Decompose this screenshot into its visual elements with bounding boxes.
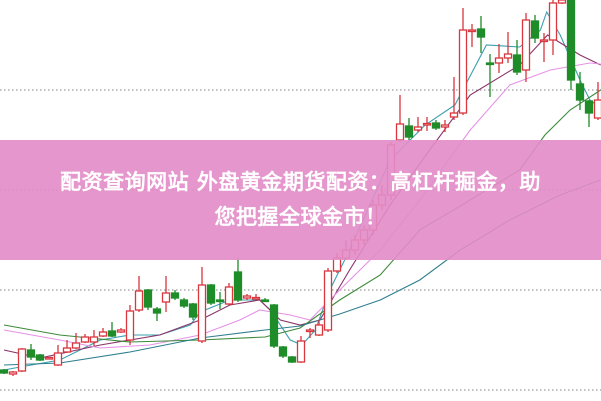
candle-up: [557, 0, 567, 4]
candle-down: [152, 308, 162, 314]
candle-down: [107, 330, 117, 337]
banner-title-line-1: 配资查询网站 外盘黄金期货配资：高杠杆掘金，助: [60, 170, 541, 194]
candle-up: [17, 348, 27, 372]
candle-down: [215, 299, 225, 303]
title-banner: 配资查询网站 外盘黄金期货配资：高杠杆掘金，助 您把握全球金市！: [0, 140, 601, 260]
moving-average-line: [3, 62, 601, 349]
candle-down: [476, 28, 486, 38]
candle-down: [269, 304, 279, 347]
candle-down: [287, 356, 297, 363]
candle-up: [80, 336, 90, 343]
candle-up: [521, 19, 531, 71]
candle-down: [512, 54, 522, 73]
candle-up: [314, 324, 324, 336]
candle-down: [170, 292, 180, 299]
candle-up: [503, 53, 513, 59]
candle-up: [224, 286, 234, 305]
candle-down: [530, 20, 540, 39]
candle-up: [197, 284, 207, 342]
candle-down: [206, 284, 216, 304]
candle-up: [125, 310, 135, 341]
candle-up: [116, 329, 126, 333]
candle-down: [404, 125, 414, 138]
candle-up: [134, 290, 144, 311]
candle-up: [8, 371, 18, 375]
candle-down: [143, 289, 153, 308]
candle-up: [44, 356, 54, 360]
candle-down: [584, 100, 594, 114]
candle-up: [440, 124, 450, 128]
candle-up: [305, 329, 315, 333]
candle-up: [251, 296, 261, 300]
candle-up: [53, 352, 63, 366]
candle-up: [62, 347, 72, 353]
candle-up: [161, 292, 171, 303]
candle-up: [494, 57, 504, 64]
candle-down: [260, 299, 270, 303]
candle-up: [467, 29, 477, 33]
candle-down: [575, 83, 585, 101]
candle-up: [296, 340, 306, 363]
banner-title-line-2: 您把握全球金市！: [214, 205, 387, 229]
candle-up: [242, 295, 252, 299]
candle-down: [188, 303, 198, 318]
candle-up: [98, 331, 108, 337]
candle-down: [179, 299, 189, 307]
candle-up: [449, 112, 459, 118]
candle-down: [566, 0, 576, 81]
candle-up: [395, 123, 405, 141]
candle-down: [485, 62, 495, 66]
candle-down: [26, 349, 36, 358]
candle-down: [0, 369, 9, 374]
candle-up: [593, 99, 601, 119]
candle-up: [71, 342, 81, 349]
candle-down: [233, 271, 243, 301]
candle-up: [539, 39, 549, 43]
candle-up: [422, 122, 432, 126]
candle-down: [431, 122, 441, 129]
candle-up: [413, 126, 423, 131]
candle-up: [458, 29, 468, 114]
candle-down: [278, 346, 288, 357]
candle-up: [89, 336, 99, 343]
candle-up: [323, 270, 333, 331]
candle-down: [35, 354, 45, 361]
candle-up: [548, 2, 558, 41]
